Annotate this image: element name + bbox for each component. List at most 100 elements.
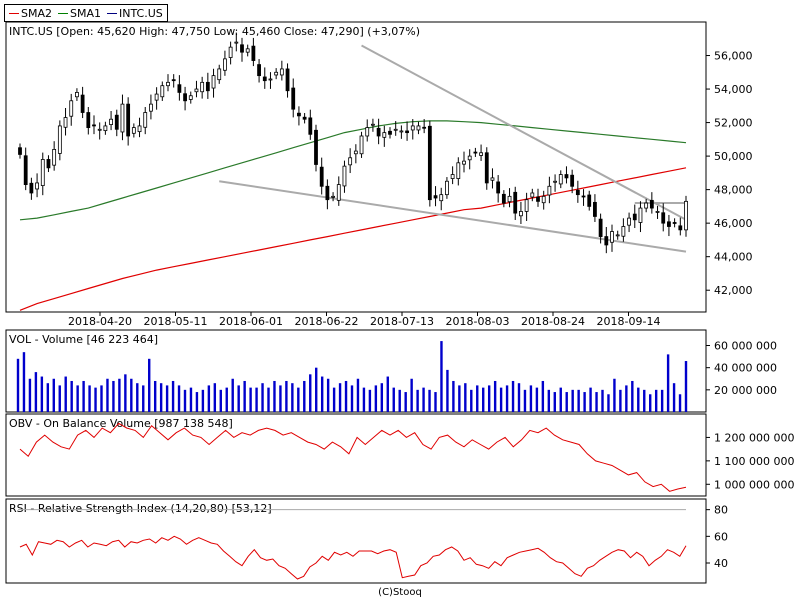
volume-bar xyxy=(201,389,205,412)
candle-body xyxy=(63,117,68,128)
obv-panel: OBV - On Balance Volume [987 138 548] 1 0… xyxy=(5,413,794,497)
candle-body xyxy=(86,112,91,129)
candle-body xyxy=(97,128,102,131)
candle-body xyxy=(262,76,267,82)
candle-body xyxy=(439,194,444,202)
volume-bar xyxy=(159,383,163,412)
trend-line xyxy=(361,44,687,221)
volume-bar xyxy=(195,392,199,412)
candle-body xyxy=(536,196,540,202)
volume-bar xyxy=(434,392,437,412)
volume-bar xyxy=(326,378,330,412)
volume-bar xyxy=(577,389,580,412)
volume-bar xyxy=(315,367,318,412)
candle-body xyxy=(393,128,398,131)
volume-bar xyxy=(171,380,175,412)
candle-body xyxy=(188,95,193,100)
candle-body xyxy=(166,81,170,87)
volume-bar xyxy=(392,387,395,412)
candle-body xyxy=(604,236,609,246)
legend-item-sma2[interactable]: SMA2 xyxy=(9,7,52,20)
candle-body xyxy=(52,148,57,166)
legend-label-sma2: SMA2 xyxy=(21,6,52,20)
candle-body xyxy=(109,118,113,125)
volume-bar xyxy=(678,394,682,412)
candle-body xyxy=(342,165,347,187)
volume-bar xyxy=(267,387,270,412)
price-y-tick-label: 52,000 xyxy=(714,117,753,130)
candle-body xyxy=(120,103,125,133)
volume-bar xyxy=(112,380,115,412)
price-x-tick-label: 2018-07-13 xyxy=(370,315,434,328)
legend-item-sma1[interactable]: SMA1 xyxy=(58,7,101,20)
candle-body xyxy=(245,48,250,53)
volume-bar xyxy=(529,385,533,412)
volume-bar xyxy=(22,352,26,412)
candle-body xyxy=(593,201,597,217)
candle-body xyxy=(353,150,358,155)
candle-body xyxy=(581,195,586,198)
volume-bar xyxy=(255,387,258,412)
price-header: INTC.US [Open: 45,620 High: 47,750 Low: … xyxy=(9,25,420,38)
candle-body xyxy=(519,211,523,217)
volume-bar xyxy=(106,378,109,412)
candle-body xyxy=(621,226,626,237)
candle-body xyxy=(268,78,273,81)
volume-bar xyxy=(553,392,556,412)
volume-bar xyxy=(118,378,121,412)
volume-bar xyxy=(165,385,169,412)
volume-bar xyxy=(183,389,187,412)
volume-bar xyxy=(607,394,610,412)
volume-bar xyxy=(338,383,342,412)
legend-item-ticker[interactable]: INTC.US xyxy=(107,7,163,20)
candle-body xyxy=(308,117,313,135)
candle-body xyxy=(655,211,660,213)
volume-bar xyxy=(464,383,467,412)
candle-body xyxy=(456,162,461,179)
volume-bar xyxy=(493,380,497,412)
candle-body xyxy=(649,199,654,209)
volume-bar xyxy=(547,389,551,412)
volume-bar xyxy=(142,385,145,412)
volume-bar xyxy=(261,383,264,412)
volume-bar xyxy=(374,385,378,412)
volume-bar xyxy=(130,378,133,412)
candle-body xyxy=(143,112,148,128)
volume-bar xyxy=(153,380,157,412)
volume-bar xyxy=(505,385,509,412)
volume-y-tick-label: 40 000 000 xyxy=(714,362,777,375)
volume-bar xyxy=(404,392,407,412)
volume-y-tick-label: 20 000 000 xyxy=(714,384,777,397)
candle-body xyxy=(285,68,290,92)
volume-bar xyxy=(446,369,449,412)
candle-body xyxy=(667,221,671,227)
volume-bar xyxy=(88,385,91,412)
volume-bar xyxy=(52,378,55,412)
legend-swatch-ticker xyxy=(107,12,117,14)
candle-body xyxy=(302,116,307,120)
rsi-y-tick-label: 80 xyxy=(714,504,728,517)
volume-bar xyxy=(476,385,479,412)
volume-bar xyxy=(70,380,73,412)
volume-bar xyxy=(28,378,32,412)
candle-body xyxy=(416,125,421,131)
candle-body xyxy=(297,112,301,117)
candle-body xyxy=(382,132,387,138)
candle-body xyxy=(194,88,199,93)
candle-body xyxy=(473,151,478,154)
volume-bar xyxy=(285,380,288,412)
rsi-plot-frame xyxy=(5,498,707,584)
candle-body xyxy=(427,125,432,201)
volume-bar xyxy=(666,354,670,412)
volume-bar xyxy=(535,387,539,412)
obv-header: OBV - On Balance Volume [987 138 548] xyxy=(9,417,233,430)
volume-bar xyxy=(631,380,634,412)
candle-body xyxy=(462,160,466,165)
volume-bar xyxy=(583,392,586,412)
volume-bar xyxy=(660,389,664,412)
candle-body xyxy=(126,103,131,137)
candle-body xyxy=(541,195,546,204)
volume-bar xyxy=(487,385,491,412)
candle-body xyxy=(399,130,404,133)
